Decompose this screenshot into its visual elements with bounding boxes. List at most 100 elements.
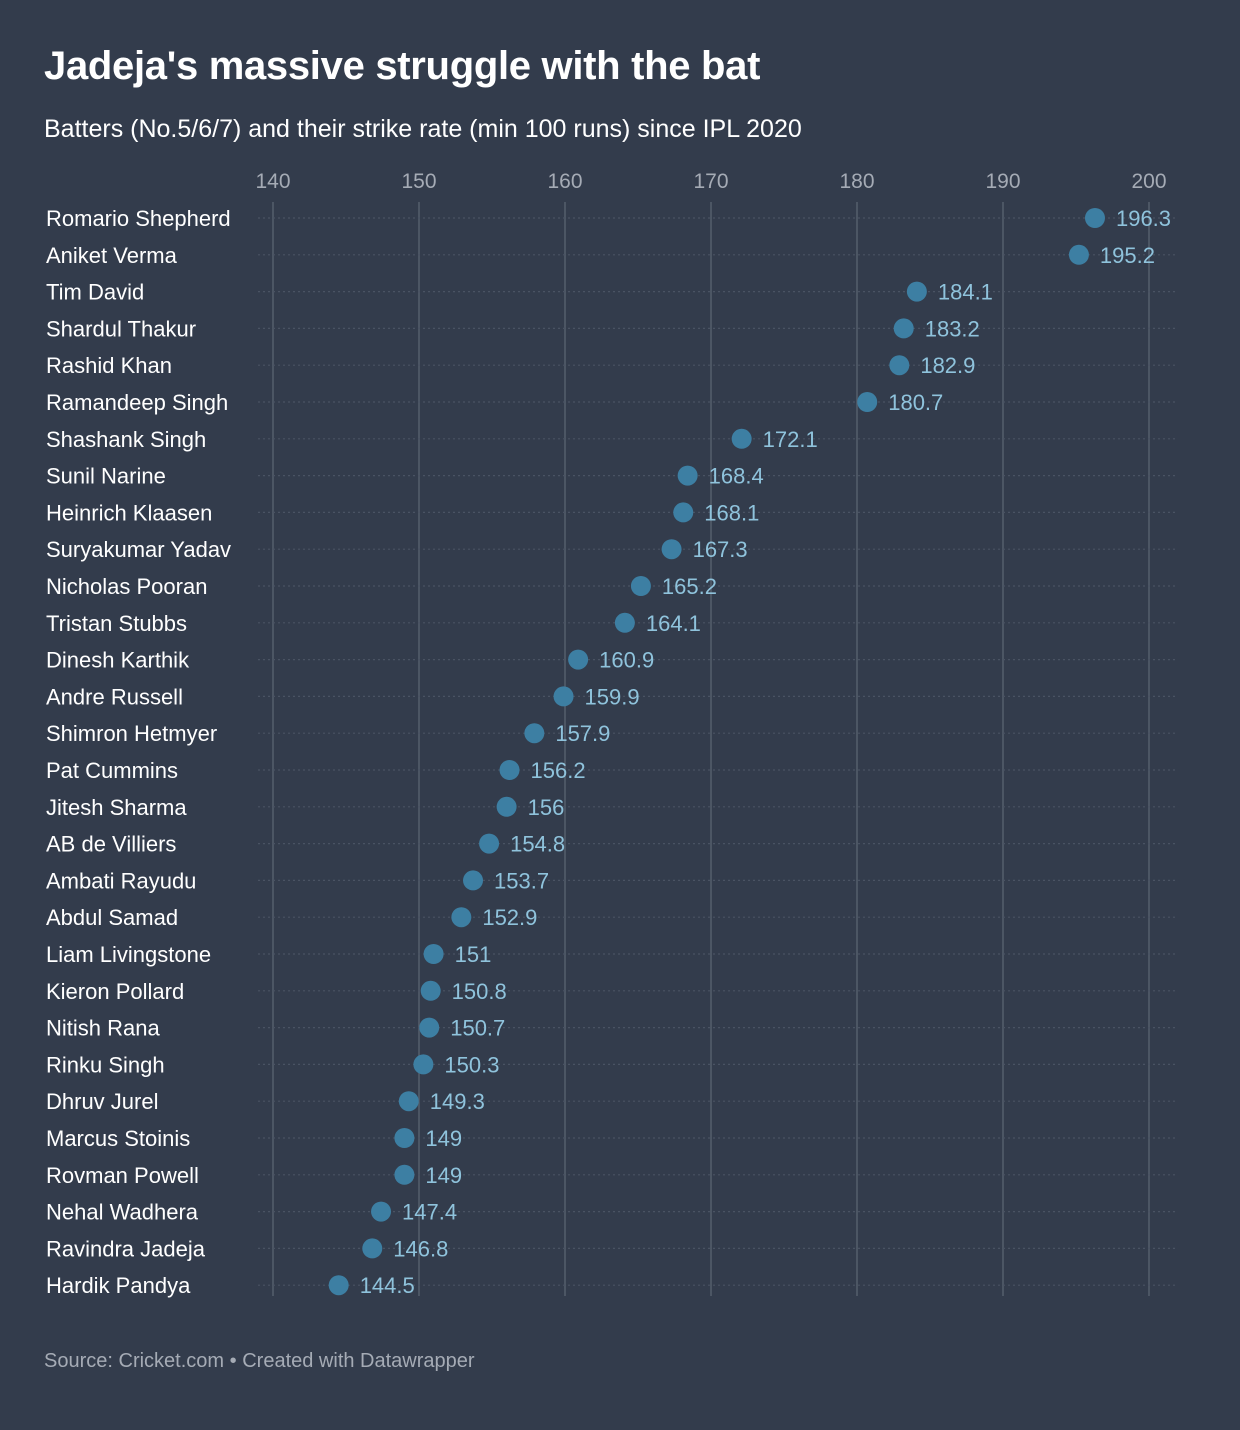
strike-rate-dot bbox=[394, 1164, 415, 1185]
x-tick-label: 170 bbox=[693, 170, 728, 193]
strike-rate-dot bbox=[423, 944, 444, 964]
batter-name: Aniket Verma bbox=[46, 243, 178, 268]
x-tick-label: 180 bbox=[839, 170, 874, 193]
batter-name: Ravindra Jadeja bbox=[46, 1236, 206, 1261]
strike-rate-dot bbox=[630, 576, 651, 596]
strike-rate-value: 151 bbox=[455, 942, 492, 967]
strike-rate-value: 147.4 bbox=[402, 1200, 457, 1225]
strike-rate-dot bbox=[398, 1091, 419, 1112]
batter-name: Dhruv Jurel bbox=[46, 1089, 158, 1114]
strike-rate-dot bbox=[419, 1017, 440, 1038]
footer: Source: Cricket.com • Created with Dataw… bbox=[44, 1350, 475, 1373]
batter-name: Tristan Stubbs bbox=[46, 611, 187, 636]
strike-rate-value: 183.2 bbox=[925, 316, 980, 341]
batter-name: AB de Villiers bbox=[46, 832, 176, 857]
batter-name: Dinesh Karthik bbox=[46, 648, 190, 673]
batter-name: Tim David bbox=[46, 280, 144, 305]
strike-rate-value: 144.5 bbox=[360, 1273, 415, 1298]
strike-rate-value: 152.9 bbox=[482, 905, 537, 930]
batter-name: Shashank Singh bbox=[46, 427, 206, 452]
strike-rate-dot bbox=[362, 1238, 383, 1259]
batter-name: Kieron Pollard bbox=[46, 979, 184, 1004]
strike-rate-dot bbox=[857, 392, 878, 412]
strike-rate-value: 180.7 bbox=[888, 390, 943, 415]
batter-name: Nehal Wadhera bbox=[46, 1200, 199, 1225]
strike-rate-dot bbox=[661, 539, 682, 560]
strike-rate-dot bbox=[451, 907, 472, 928]
strike-rate-dot bbox=[731, 428, 752, 449]
strike-rate-dot bbox=[499, 760, 520, 780]
chart-title: Jadeja's massive struggle with the bat bbox=[44, 44, 761, 88]
strike-rate-dots bbox=[328, 208, 1105, 1296]
strike-rate-value: 157.9 bbox=[555, 721, 610, 746]
x-axis-ticks: 140 150 160 170 180 190 200 bbox=[255, 170, 1166, 193]
x-tick-label: 200 bbox=[1131, 170, 1166, 193]
strike-rate-value: 164.1 bbox=[646, 611, 701, 636]
batter-name: Rovman Powell bbox=[46, 1163, 199, 1188]
batter-name: Rashid Khan bbox=[46, 353, 172, 378]
strike-rate-dot bbox=[906, 281, 927, 302]
batter-name: Nitish Rana bbox=[46, 1016, 160, 1041]
batter-name: Sunil Narine bbox=[46, 464, 166, 489]
strike-rate-value: 149.3 bbox=[430, 1089, 485, 1114]
strike-rate-value: 154.8 bbox=[510, 832, 565, 857]
strike-rate-dot bbox=[479, 833, 500, 854]
strike-rate-dot bbox=[463, 870, 484, 891]
batter-name: Rinku Singh bbox=[46, 1052, 165, 1077]
strike-rate-value: 150.8 bbox=[452, 979, 507, 1004]
batter-name: Andre Russell bbox=[46, 684, 183, 709]
strike-rate-value: 156 bbox=[528, 795, 565, 820]
strike-rate-dot bbox=[328, 1275, 349, 1296]
footer-separator: • bbox=[229, 1350, 237, 1372]
batter-name: Shardul Thakur bbox=[46, 316, 196, 341]
gridlines bbox=[272, 202, 1150, 1296]
strike-rate-value: 159.9 bbox=[585, 684, 640, 709]
strike-rate-dot bbox=[893, 318, 914, 339]
x-tick-label: 190 bbox=[985, 170, 1020, 193]
strike-rate-value: 153.7 bbox=[494, 868, 549, 893]
strike-rate-value: 149 bbox=[425, 1163, 462, 1188]
batter-name: Suryakumar Yadav bbox=[46, 537, 231, 562]
batter-name: Ramandeep Singh bbox=[46, 390, 228, 415]
strike-rate-value: 195.2 bbox=[1100, 243, 1155, 268]
strike-rate-dot bbox=[1068, 244, 1089, 265]
batter-name: Romario Shepherd bbox=[46, 206, 231, 231]
batter-name: Abdul Samad bbox=[46, 905, 178, 930]
batter-labels: Romario Shepherd Aniket Verma Tim David Sha… bbox=[46, 206, 231, 1298]
strike-rate-dot bbox=[677, 465, 698, 486]
batter-name: Nicholas Pooran bbox=[46, 574, 207, 599]
dot-plot: 140 150 160 170 180 190 200 Romario Shepherd An… bbox=[46, 170, 1175, 1298]
strike-rate-dot bbox=[889, 355, 910, 376]
strike-rate-dot bbox=[614, 612, 635, 633]
batter-name: Shimron Hetmyer bbox=[46, 721, 217, 746]
batter-name: Heinrich Klaasen bbox=[46, 500, 212, 525]
strike-rate-value: 149 bbox=[425, 1126, 462, 1151]
strike-rate-value: 172.1 bbox=[763, 427, 818, 452]
credit: Created with Datawrapper bbox=[242, 1350, 475, 1372]
source-label: Source: bbox=[44, 1350, 113, 1372]
value-labels: 196.3 195.2 184.1 183.2 182.9 180.7 172.1 168.4… bbox=[360, 206, 1171, 1298]
strike-rate-value: 196.3 bbox=[1116, 206, 1171, 231]
x-tick-label: 140 bbox=[255, 170, 290, 193]
batter-name: Pat Cummins bbox=[46, 758, 178, 783]
strike-rate-value: 168.4 bbox=[709, 464, 764, 489]
batter-name: Hardik Pandya bbox=[46, 1273, 191, 1298]
batter-name: Marcus Stoinis bbox=[46, 1126, 190, 1151]
strike-rate-dot bbox=[673, 502, 694, 523]
strike-rate-value: 156.2 bbox=[531, 758, 586, 783]
batter-name: Liam Livingstone bbox=[46, 942, 211, 967]
strike-rate-dot bbox=[496, 796, 517, 817]
strike-rate-dot bbox=[1084, 208, 1105, 228]
strike-rate-dot bbox=[553, 686, 574, 707]
strike-rate-dot bbox=[371, 1201, 392, 1222]
x-tick-label: 150 bbox=[401, 170, 436, 193]
strike-rate-value: 150.3 bbox=[444, 1052, 499, 1077]
strike-rate-value: 150.7 bbox=[450, 1016, 505, 1041]
strike-rate-dot bbox=[413, 1054, 434, 1075]
strike-rate-value: 184.1 bbox=[938, 280, 993, 305]
strike-rate-dot bbox=[524, 723, 545, 744]
strike-rate-value: 146.8 bbox=[393, 1236, 448, 1261]
strike-rate-dot bbox=[420, 980, 441, 1001]
strike-rate-value: 168.1 bbox=[704, 500, 759, 525]
batter-name: Ambati Rayudu bbox=[46, 868, 196, 893]
